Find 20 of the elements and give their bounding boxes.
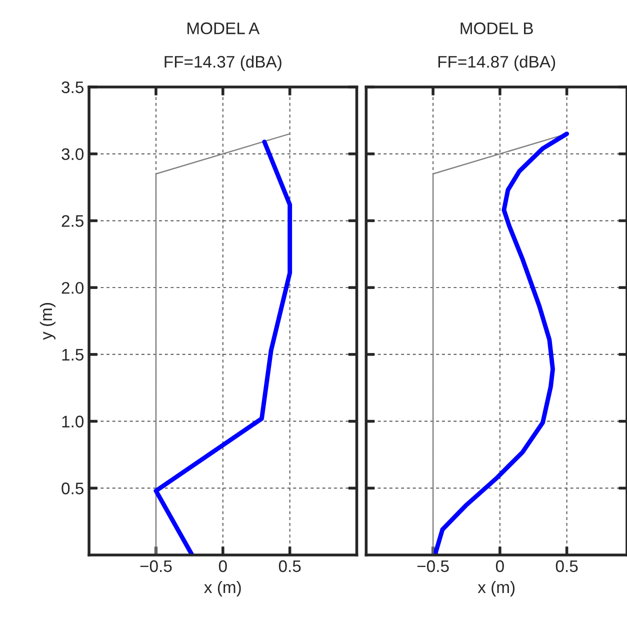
x-tick-label: 0.5 — [278, 560, 301, 572]
y-tick-label: 2.5 — [62, 215, 84, 227]
y-tick-label: 3.5 — [62, 81, 84, 94]
y-tick-label: 0.5 — [62, 482, 84, 494]
chart-subtitle: FF=14.87 (dBA) — [438, 55, 556, 72]
chart-title: MODEL A — [188, 22, 260, 34]
y-tick-label: 1.0 — [62, 416, 84, 428]
x-tick-label: 0 — [496, 560, 504, 572]
x-tick-label: 0 — [218, 560, 227, 572]
y-tick-label: 1.5 — [62, 348, 84, 361]
x-tick-label: −0.5 — [140, 560, 172, 572]
y-tick-label: 3.0 — [62, 148, 84, 160]
y-tick-label: 2.0 — [62, 282, 84, 294]
x-tick-label: −0.5 — [417, 560, 449, 572]
y-axis-title: y (m) — [40, 303, 56, 340]
x-axis-title: x (m) — [478, 580, 515, 596]
x-tick-label: 0.5 — [556, 560, 578, 572]
chart-subtitle: FF=14.37 (dBA) — [164, 55, 282, 72]
chart-title: MODEL B — [460, 22, 533, 34]
x-axis-title: x (m) — [204, 580, 241, 596]
